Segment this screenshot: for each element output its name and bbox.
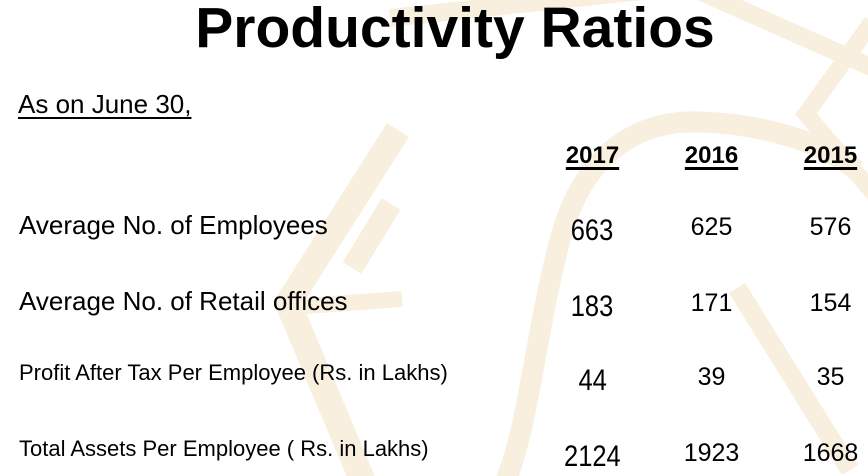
row-label-retail-offices: Average No. of Retail offices (19, 286, 348, 316)
value-cell: 1668 (771, 436, 868, 469)
as-on-date-label: As on June 30, (18, 89, 192, 119)
watermark-stub-stroke (342, 198, 401, 274)
value-2017: 663 (571, 214, 614, 247)
value-cell: 39 (652, 360, 771, 393)
row-label-pat-per-employee: Profit After Tax Per Employee (Rs. in La… (19, 360, 448, 385)
row-label-avg-employees: Average No. of Employees (19, 210, 328, 240)
value-cell: 154 (771, 286, 868, 319)
value-2015: 35 (816, 363, 845, 391)
table-header-row: 2017 2016 2015 (0, 142, 868, 171)
value-cell: 625 (652, 210, 771, 243)
value-2016: 1923 (683, 439, 740, 467)
watermark-crossbar-stroke (291, 291, 403, 315)
value-cell: 2124 (533, 436, 652, 473)
year-header-2015: 2015 (803, 142, 858, 169)
value-2016: 625 (690, 213, 733, 241)
value-cell: 35 (771, 360, 868, 393)
value-cell: 44 (533, 360, 652, 397)
watermark-diagonal-stroke (728, 282, 859, 476)
value-cell: 576 (771, 210, 868, 243)
table-row: Average No. of Retail offices 183 171 15… (0, 286, 868, 323)
value-2015: 576 (809, 213, 852, 241)
value-2016: 171 (690, 289, 733, 317)
value-2016: 39 (697, 363, 726, 391)
row-label-assets-per-employee: Total Assets Per Employee ( Rs. in Lakhs… (19, 436, 429, 461)
table-row: Average No. of Employees 663 625 576 (0, 210, 868, 247)
year-header-2017: 2017 (565, 142, 620, 169)
watermark-arc-stroke (496, 111, 863, 476)
year-header-2016: 2016 (684, 142, 739, 169)
value-cell: 171 (652, 286, 771, 319)
watermark-left-chevron-stroke (273, 123, 409, 476)
slide-title: Productivity Ratios (195, 0, 715, 60)
value-2017: 44 (578, 364, 607, 397)
value-2015: 154 (809, 289, 852, 317)
value-cell: 1923 (652, 436, 771, 469)
value-2017: 183 (571, 290, 614, 323)
value-2015: 1668 (802, 439, 859, 467)
watermark-top-peak-stroke (389, 0, 868, 76)
value-cell: 183 (533, 286, 652, 323)
table-row: Profit After Tax Per Employee (Rs. in La… (0, 360, 868, 397)
header-spacer (0, 142, 533, 171)
value-cell: 663 (533, 210, 652, 247)
value-2017: 2124 (564, 440, 621, 473)
table-row: Total Assets Per Employee ( Rs. in Lakhs… (0, 436, 868, 473)
